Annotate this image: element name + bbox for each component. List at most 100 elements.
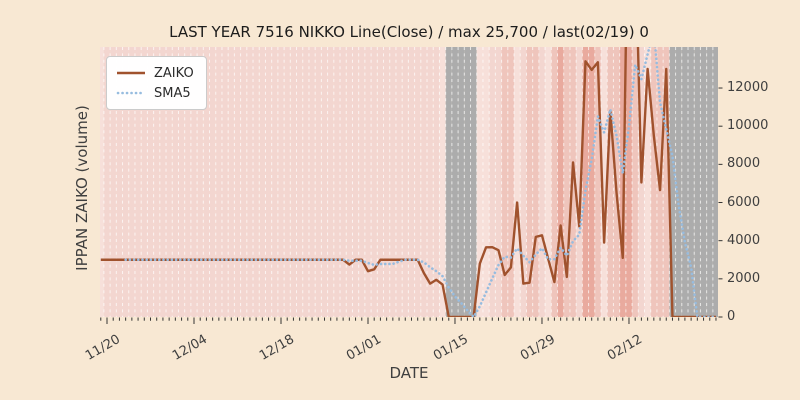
x-tick-label: 01/29	[517, 332, 558, 364]
day-band	[340, 47, 347, 317]
day-band	[159, 47, 167, 317]
day-band	[402, 47, 409, 317]
day-band	[408, 47, 415, 317]
day-band	[221, 47, 229, 317]
day-band	[514, 47, 521, 317]
y-tick-label: 4000	[727, 232, 761, 248]
day-band	[308, 47, 316, 317]
day-band	[122, 47, 129, 317]
day-band	[520, 47, 527, 317]
day-band	[141, 47, 148, 317]
legend: ZAIKO SMA5	[106, 56, 207, 110]
y-tick-label: 6000	[727, 194, 761, 210]
x-tick-label: 01/01	[343, 332, 384, 364]
day-band	[700, 47, 707, 317]
x-tick-label: 12/18	[256, 332, 297, 364]
chart-canvas	[100, 47, 718, 317]
day-band	[607, 47, 614, 317]
y-axis-label: IPPAN ZAIKO (volume)	[73, 105, 91, 271]
day-band	[663, 47, 670, 317]
day-band	[166, 47, 173, 317]
day-band	[694, 47, 701, 317]
day-band	[650, 47, 657, 317]
day-band	[240, 47, 247, 317]
day-band	[147, 47, 154, 317]
legend-label-zaiko: ZAIKO	[154, 65, 194, 81]
day-band	[358, 47, 365, 317]
day-band	[371, 47, 378, 317]
legend-entry-zaiko: ZAIKO	[116, 63, 194, 83]
x-tick-label: 01/15	[430, 332, 471, 364]
day-band	[284, 47, 291, 317]
day-band	[296, 47, 303, 317]
day-band	[209, 47, 216, 317]
day-band	[433, 47, 440, 317]
day-band	[153, 47, 160, 317]
day-band	[545, 47, 552, 317]
day-band	[321, 47, 328, 317]
day-band	[538, 47, 546, 317]
day-band	[346, 47, 353, 317]
day-band	[246, 47, 254, 317]
day-band	[563, 47, 570, 317]
day-band	[116, 47, 123, 317]
day-band	[551, 47, 558, 317]
day-band	[184, 47, 191, 317]
day-band	[482, 47, 490, 317]
day-band	[420, 47, 428, 317]
day-band	[470, 47, 477, 317]
zaiko-line	[100, 47, 716, 317]
day-band	[526, 47, 533, 317]
day-band	[594, 47, 602, 317]
legend-label-sma5: SMA5	[154, 85, 191, 101]
day-band	[228, 47, 235, 317]
day-band	[576, 47, 583, 317]
day-band	[712, 47, 718, 317]
day-band	[364, 47, 372, 317]
day-band	[197, 47, 204, 317]
day-band	[427, 47, 434, 317]
y-axis-ticks	[718, 87, 723, 318]
day-band	[190, 47, 198, 317]
day-band	[395, 47, 403, 317]
day-band	[706, 47, 713, 317]
day-band	[582, 47, 589, 317]
day-band	[178, 47, 185, 317]
x-tick-label: 02/12	[604, 332, 645, 364]
day-band	[445, 47, 452, 317]
day-band	[100, 47, 104, 317]
zaiko-line-swatch	[117, 71, 145, 75]
x-axis-ticks	[100, 317, 717, 324]
y-tick-label: 0	[727, 309, 736, 324]
day-band	[234, 47, 241, 317]
day-band	[669, 47, 676, 317]
day-band	[414, 47, 421, 317]
day-band	[675, 47, 682, 317]
legend-entry-sma5: SMA5	[116, 83, 194, 103]
day-band	[271, 47, 278, 317]
day-band	[327, 47, 334, 317]
y-tick-label: 10000	[727, 118, 769, 134]
plot-area: ZAIKO SMA5	[100, 47, 718, 317]
day-band	[632, 47, 639, 317]
day-band	[215, 47, 222, 317]
day-band	[644, 47, 651, 317]
day-band	[253, 47, 260, 317]
day-band	[128, 47, 135, 317]
sma5-line-swatch	[116, 91, 146, 95]
day-band	[601, 47, 608, 317]
day-band	[259, 47, 266, 317]
day-band	[333, 47, 341, 317]
day-band	[134, 47, 142, 317]
day-band	[302, 47, 309, 317]
day-band	[681, 47, 689, 317]
day-band	[265, 47, 272, 317]
day-band	[352, 47, 359, 317]
day-band	[383, 47, 390, 317]
chart-title: LAST YEAR 7516 NIKKO Line(Close) / max 2…	[169, 23, 649, 41]
y-tick-label: 2000	[727, 270, 761, 286]
day-band	[277, 47, 285, 317]
sma5-line	[124, 47, 718, 317]
day-band	[439, 47, 446, 317]
day-band	[172, 47, 179, 317]
